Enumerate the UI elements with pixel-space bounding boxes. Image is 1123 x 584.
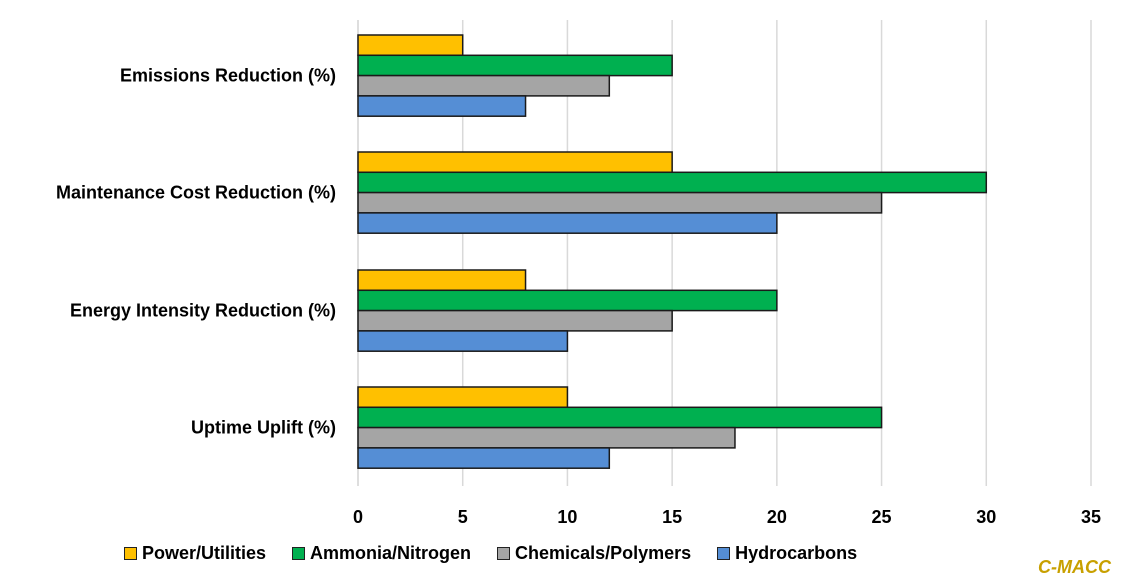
x-tick-label: 20 xyxy=(767,507,787,527)
legend-label: Power/Utilities xyxy=(142,543,267,563)
bar-hydrocarbons xyxy=(357,212,778,234)
bar-chemicals-polymers xyxy=(357,309,673,332)
legend: Power/Utilities Ammonia/Nitrogen Chemicals… xyxy=(124,543,883,564)
x-tick-label: 25 xyxy=(872,507,892,527)
bar-chart: Emissions Reduction (%) Maintenance Cost … xyxy=(56,20,1101,527)
bar-hydrocarbons xyxy=(357,447,611,469)
category-label: Uptime Uplift (%) xyxy=(191,418,336,438)
legend-swatch xyxy=(292,547,306,560)
category-label: Energy Intensity Reduction (%) xyxy=(70,301,336,321)
bar-power-utilities xyxy=(357,34,464,57)
bar-hydrocarbons xyxy=(357,330,569,352)
legend-item: Chemicals/Polymers xyxy=(497,543,691,564)
legend-item: Ammonia/Nitrogen xyxy=(292,543,471,564)
x-tick-label: 10 xyxy=(557,507,577,527)
bar-chemicals-polymers xyxy=(357,191,883,214)
bar-power-utilities xyxy=(357,269,527,292)
legend-label: Ammonia/Nitrogen xyxy=(310,543,472,563)
category-label: Emissions Reduction (%) xyxy=(120,66,336,86)
legend-item: Power/Utilities xyxy=(124,543,266,564)
bar-chemicals-polymers xyxy=(357,426,736,449)
brand-watermark: C-MACC xyxy=(1038,557,1111,577)
x-tick-label: 0 xyxy=(353,507,363,527)
legend-label: Hydrocarbons xyxy=(735,543,858,563)
category-labels: Emissions Reduction (%) Maintenance Cost … xyxy=(56,66,336,438)
x-tick-label: 5 xyxy=(458,507,468,527)
bar-ammonia-nitrogen xyxy=(357,406,883,429)
bar-chemicals-polymers xyxy=(357,74,611,97)
bar-power-utilities xyxy=(357,151,673,174)
bars xyxy=(357,34,988,469)
legend-swatch xyxy=(497,547,511,560)
bar-ammonia-nitrogen xyxy=(357,289,778,312)
legend-item: Hydrocarbons xyxy=(717,543,857,564)
x-tick-label: 35 xyxy=(1081,507,1101,527)
bar-ammonia-nitrogen xyxy=(357,54,673,77)
legend-swatch xyxy=(124,547,137,560)
bar-hydrocarbons xyxy=(357,95,527,117)
x-tick-label: 15 xyxy=(662,507,682,527)
legend-label: Chemicals/Polymers xyxy=(515,543,692,563)
bar-ammonia-nitrogen xyxy=(357,171,988,194)
bar-power-utilities xyxy=(357,386,569,409)
legend-swatch xyxy=(717,547,731,560)
x-tick-labels: 0 5 10 15 20 25 30 35 xyxy=(353,507,1101,527)
x-tick-label: 30 xyxy=(976,507,996,527)
category-label: Maintenance Cost Reduction (%) xyxy=(56,183,336,203)
